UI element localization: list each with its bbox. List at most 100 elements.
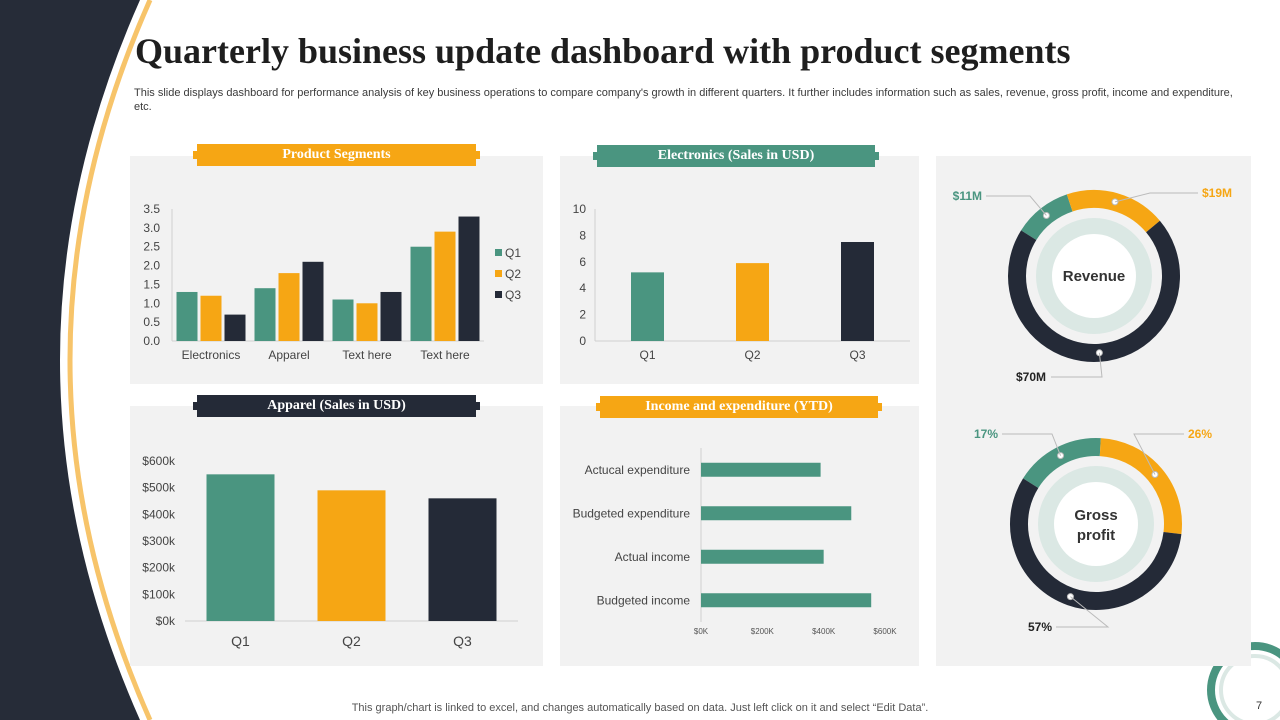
product-y-tick-label: 1.0	[143, 296, 160, 310]
gross-leader-line	[1056, 596, 1110, 628]
product-x-tick-label: Electronics	[182, 348, 241, 362]
electronics-y-tick-label: 10	[573, 202, 587, 216]
product-y-tick-label: 1.5	[143, 277, 160, 291]
apparel-y-tick-label: $400k	[142, 507, 176, 521]
apparel-y-tick-label: $200k	[142, 561, 176, 575]
product-y-tick-label: 2.0	[143, 259, 160, 273]
income-x-tick-label: $400K	[812, 627, 836, 636]
corner-ring-decoration	[1207, 642, 1280, 720]
gross-leader-line	[1133, 433, 1184, 475]
product-x-tick-label: Apparel	[268, 348, 309, 362]
gross-segment-label: 26%	[1188, 427, 1212, 441]
gross-center-label: profit	[1077, 527, 1115, 544]
income-category-label: Actual income	[615, 550, 691, 564]
product-bar-q3	[302, 261, 324, 341]
product-bar-q2	[434, 231, 456, 341]
gross-leader-dot	[1151, 471, 1159, 479]
revenue-center-label: Revenue	[1063, 268, 1126, 285]
income-x-tick-label: $200K	[751, 627, 775, 636]
apparel-bar-q3	[428, 498, 497, 621]
product-legend-label: Q3	[505, 288, 521, 302]
product-legend-swatch	[495, 291, 502, 298]
product-legend-swatch	[495, 270, 502, 277]
gross-segment-label: 57%	[1028, 620, 1052, 634]
corner-ring-inner	[1219, 654, 1280, 720]
product-bar-q3	[380, 291, 402, 341]
product-segments-title: Product Segments	[193, 144, 480, 166]
apparel-y-tick-label: $100k	[142, 587, 176, 601]
left-dark-band	[0, 0, 140, 720]
revenue-segment-label: $19M	[1202, 186, 1232, 200]
apparel-x-tick-label: Q2	[342, 633, 361, 649]
apparel-x-tick-label: Q1	[231, 633, 250, 649]
left-arc-accent	[67, 0, 153, 720]
product-y-tick-label: 0.5	[143, 315, 160, 329]
product-x-tick-label: Text here	[420, 348, 470, 362]
revenue-leader-line	[1114, 192, 1198, 203]
electronics-x-tick-label: Q1	[639, 348, 655, 362]
product-y-tick-label: 0.0	[143, 334, 160, 348]
product-legend-label: Q1	[505, 246, 521, 260]
electronics-y-tick-label: 6	[579, 255, 586, 269]
electronics-y-tick-label: 2	[579, 308, 586, 322]
product-bar-q3	[458, 216, 480, 341]
income-category-label: Budgeted expenditure	[573, 506, 691, 520]
revenue-segment-label: $11M	[953, 189, 982, 203]
apparel-y-tick-label: $0k	[156, 614, 176, 628]
electronics-bar-q3	[841, 242, 874, 341]
product-y-tick-label: 2.5	[143, 240, 160, 254]
product-bar-q2	[356, 303, 378, 341]
electronics-x-tick-label: Q2	[744, 348, 760, 362]
income-bar	[701, 593, 872, 608]
donut-charts: $11M $19M $70M Revenue 17% 26% 57% Gross profit	[953, 186, 1232, 634]
income-bar	[701, 549, 824, 564]
revenue-leader-line	[1051, 352, 1103, 378]
apparel-y-tick-label: $500k	[142, 481, 176, 495]
income-chart: Actucal expenditure Budgeted expenditure A…	[573, 448, 897, 636]
product-legend-label: Q2	[505, 267, 521, 281]
apparel-bar-q2	[317, 490, 386, 621]
gross-center-label: Gross	[1074, 507, 1117, 524]
gross-leader-line	[1002, 433, 1062, 456]
apparel-y-tick-label: $600k	[142, 454, 176, 468]
income-x-tick-label: $600K	[873, 627, 897, 636]
product-bar-q2	[200, 295, 222, 341]
electronics-bar-q2	[736, 263, 769, 341]
product-bar-q3	[224, 314, 246, 341]
revenue-leader-line	[986, 195, 1047, 216]
gross-center	[1054, 482, 1138, 566]
electronics-y-tick-label: 8	[579, 228, 586, 242]
page-number: 7	[1256, 700, 1263, 712]
income-chart-title: Income and expenditure (YTD)	[596, 396, 882, 418]
product-segments-chart: 0.0 0.5 1.0 1.5 2.0 2.5 3.0 3.5 Electronics Appar…	[143, 202, 521, 362]
income-category-label: Budgeted income	[597, 593, 691, 607]
revenue-center	[1052, 234, 1136, 318]
electronics-chart-title: Electronics (Sales in USD)	[593, 145, 879, 167]
apparel-chart-title: Apparel (Sales in USD)	[193, 395, 480, 417]
product-bar-q1	[332, 299, 354, 341]
product-y-tick-label: 3.5	[143, 202, 160, 216]
product-bar-q1	[410, 246, 432, 341]
product-x-tick-label: Text here	[342, 348, 392, 362]
electronics-y-tick-label: 0	[579, 334, 586, 348]
income-bar	[701, 462, 821, 477]
footer-note: This graph/chart is linked to excel, and…	[351, 702, 929, 714]
revenue-segment-label: $70M	[1016, 370, 1046, 384]
apparel-x-tick-label: Q3	[453, 633, 472, 649]
apparel-chart: $0k $100k $200k $300k $400k $500k $600k Q1 Q2 Q3	[142, 454, 518, 649]
apparel-bar-q1	[206, 474, 275, 621]
apparel-y-tick-label: $300k	[142, 534, 176, 548]
electronics-bar-q1	[631, 272, 664, 341]
income-x-tick-label: $0K	[694, 627, 709, 636]
income-category-label: Actucal expenditure	[585, 463, 691, 477]
product-bar-q1	[176, 291, 198, 341]
income-panel	[560, 406, 919, 666]
electronics-chart: 0 2 4 6 8 10 Q1 Q2 Q3	[573, 202, 910, 362]
electronics-x-tick-label: Q3	[849, 348, 865, 362]
slide-subtitle: This slide displays dashboard for perfor…	[134, 87, 1233, 113]
gross-segment-label: 17%	[974, 427, 998, 441]
product-legend-swatch	[495, 249, 502, 256]
product-y-tick-label: 3.0	[143, 221, 160, 235]
income-bar	[701, 506, 852, 521]
